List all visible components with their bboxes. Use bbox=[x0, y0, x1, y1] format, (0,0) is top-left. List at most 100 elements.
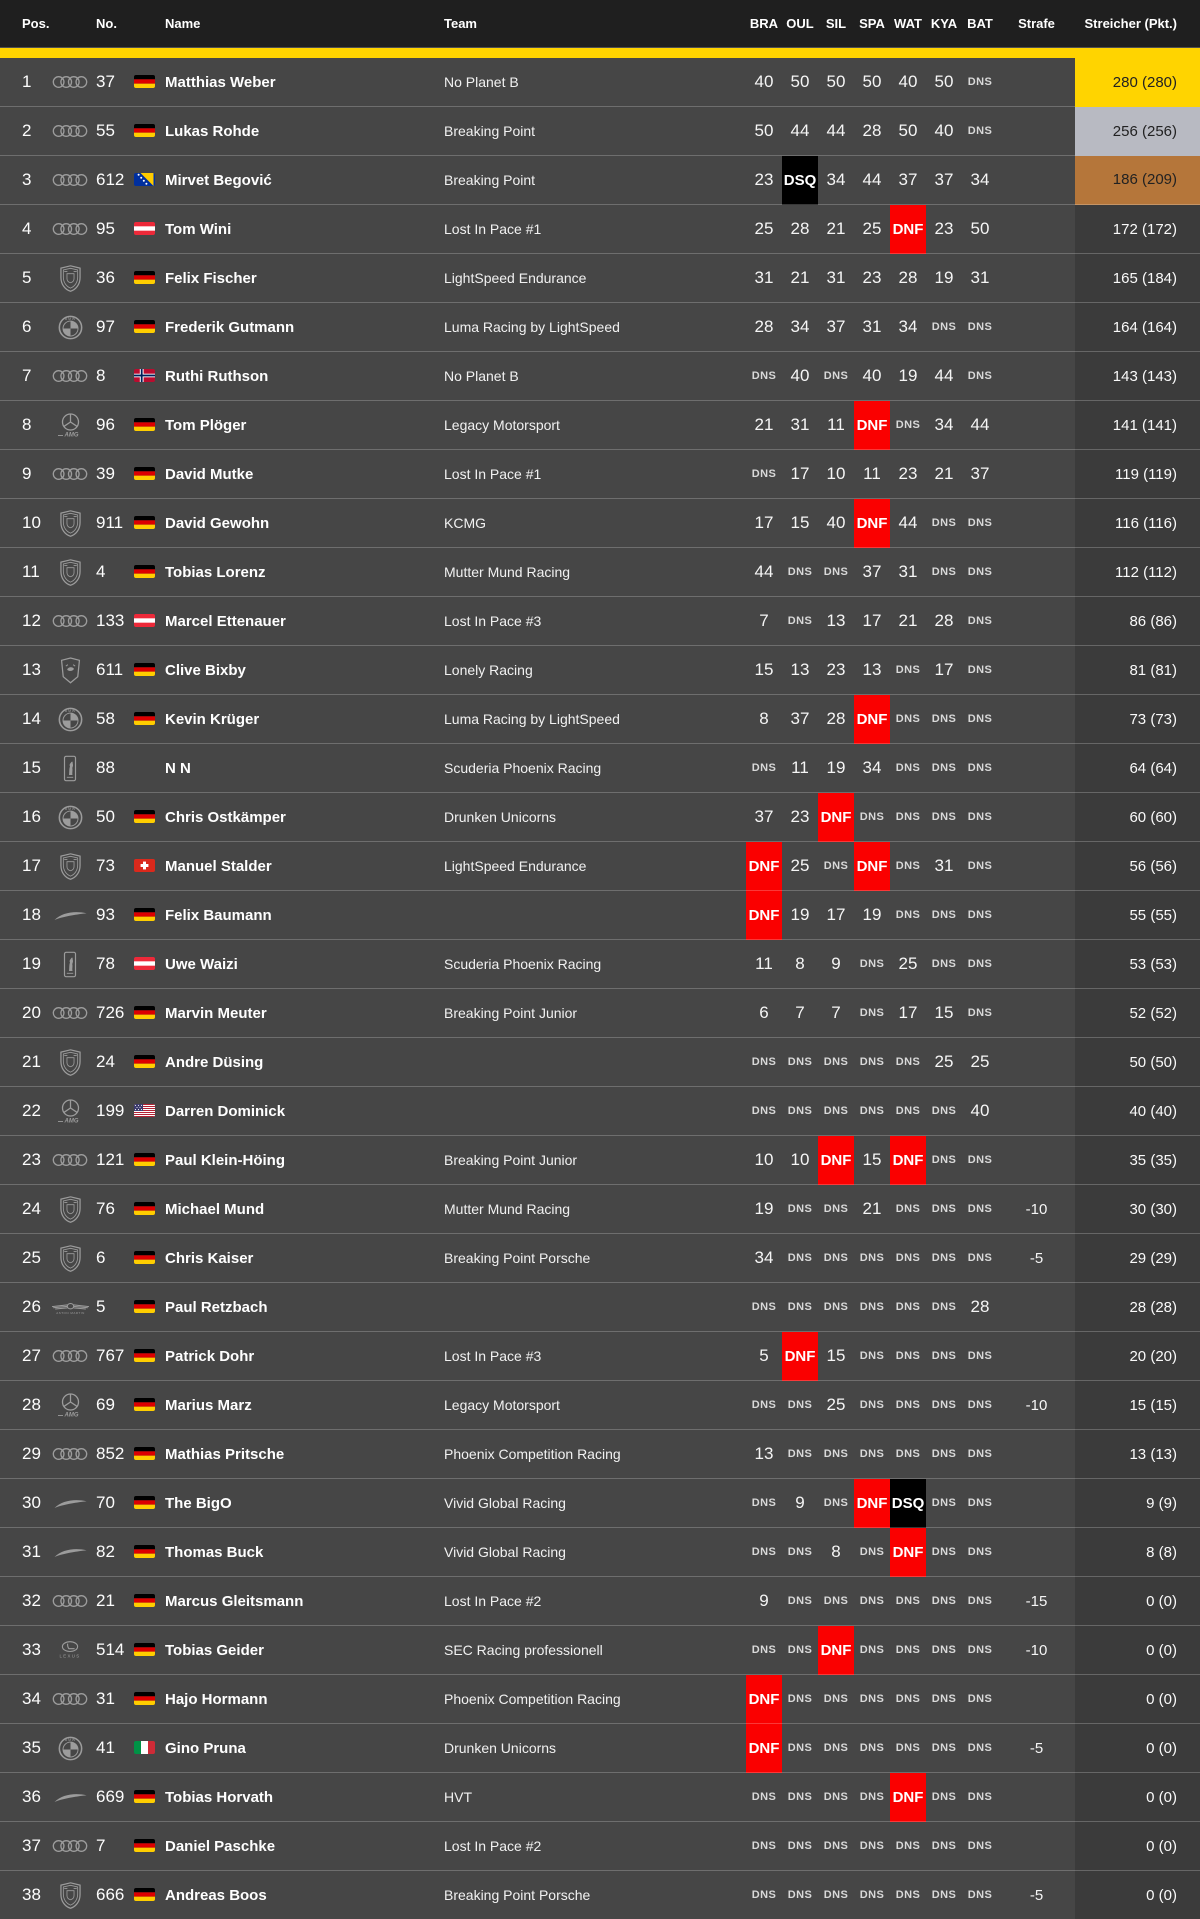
race-result-bat: DNS bbox=[962, 646, 998, 695]
driver-name: Gino Pruna bbox=[162, 1724, 440, 1773]
car-number: 58 bbox=[92, 695, 130, 744]
header-race-sil: SIL bbox=[818, 0, 854, 48]
race-result-bat: DNS bbox=[962, 352, 998, 401]
team-name: Lost In Pace #3 bbox=[440, 597, 746, 646]
team-name: Mutter Mund Racing bbox=[440, 1185, 746, 1234]
race-result-spa: DNS bbox=[854, 1675, 890, 1724]
race-result-bat: 40 bbox=[962, 1087, 998, 1136]
penalty-value bbox=[998, 58, 1075, 107]
mclaren-logo-icon bbox=[48, 1479, 92, 1528]
flag-de-icon bbox=[130, 499, 162, 548]
penalty-value bbox=[998, 940, 1075, 989]
race-result-wat: DNS bbox=[890, 1822, 926, 1871]
race-result-bat: DNS bbox=[962, 107, 998, 156]
total-points: 143 (143) bbox=[1075, 352, 1200, 401]
total-points: 73 (73) bbox=[1075, 695, 1200, 744]
team-name: Scuderia Phoenix Racing bbox=[440, 940, 746, 989]
race-result-wat: DNS bbox=[890, 1185, 926, 1234]
race-result-bra: DNS bbox=[746, 450, 782, 499]
race-result-bra: DNS bbox=[746, 1038, 782, 1087]
position-number: 3 bbox=[0, 156, 48, 205]
race-result-kya: 23 bbox=[926, 205, 962, 254]
penalty-value bbox=[998, 1675, 1075, 1724]
penalty-value bbox=[998, 254, 1075, 303]
race-result-bra: DNF bbox=[746, 842, 782, 891]
race-result-oul: 8 bbox=[782, 940, 818, 989]
driver-name: Andre Düsing bbox=[162, 1038, 440, 1087]
race-result-kya: 17 bbox=[926, 646, 962, 695]
race-result-wat: 21 bbox=[890, 597, 926, 646]
race-result-oul: DNS bbox=[782, 1724, 818, 1773]
position-number: 30 bbox=[0, 1479, 48, 1528]
race-result-bra: 17 bbox=[746, 499, 782, 548]
car-number: 514 bbox=[92, 1626, 130, 1675]
race-result-sil: 34 bbox=[818, 156, 854, 205]
race-result-wat: DNS bbox=[890, 1577, 926, 1626]
race-result-kya: DNS bbox=[926, 1234, 962, 1283]
race-result-bat: DNS bbox=[962, 989, 998, 1038]
race-result-wat: DNS bbox=[890, 1381, 926, 1430]
race-result-wat: DNF bbox=[890, 1136, 926, 1185]
penalty-value bbox=[998, 646, 1075, 695]
race-result-wat: DNS bbox=[890, 793, 926, 842]
race-result-sil: 17 bbox=[818, 891, 854, 940]
flag-de-icon bbox=[130, 1773, 162, 1822]
total-points: 8 (8) bbox=[1075, 1528, 1200, 1577]
driver-name: Marcus Gleitsmann bbox=[162, 1577, 440, 1626]
race-result-sil: DNF bbox=[818, 1626, 854, 1675]
race-result-sil: DNS bbox=[818, 1871, 854, 1919]
race-result-kya: DNS bbox=[926, 1577, 962, 1626]
race-result-wat: 17 bbox=[890, 989, 926, 1038]
lamborghini-logo-icon bbox=[48, 646, 92, 695]
driver-name: N N bbox=[162, 744, 440, 793]
team-name: Breaking Point Junior bbox=[440, 989, 746, 1038]
race-result-sil: 7 bbox=[818, 989, 854, 1038]
position-number: 2 bbox=[0, 107, 48, 156]
race-result-spa: 44 bbox=[854, 156, 890, 205]
car-number: 8 bbox=[92, 352, 130, 401]
race-result-spa: 23 bbox=[854, 254, 890, 303]
race-result-bra: 25 bbox=[746, 205, 782, 254]
race-result-sil: DNS bbox=[818, 1185, 854, 1234]
svg-text:BMW: BMW bbox=[64, 1737, 75, 1741]
race-result-bat: DNS bbox=[962, 1332, 998, 1381]
race-result-kya: DNS bbox=[926, 1381, 962, 1430]
car-number: 73 bbox=[92, 842, 130, 891]
audi-logo-icon bbox=[48, 1822, 92, 1871]
flag-de-icon bbox=[130, 793, 162, 842]
car-number: 24 bbox=[92, 1038, 130, 1087]
team-name: Breaking Point bbox=[440, 107, 746, 156]
penalty-value bbox=[998, 303, 1075, 352]
race-result-wat: 50 bbox=[890, 107, 926, 156]
flag-de-icon bbox=[130, 1528, 162, 1577]
driver-name: Tobias Geider bbox=[162, 1626, 440, 1675]
total-points: 0 (0) bbox=[1075, 1773, 1200, 1822]
race-result-oul: DNS bbox=[782, 548, 818, 597]
race-result-spa: 50 bbox=[854, 58, 890, 107]
race-result-bra: DNS bbox=[746, 1626, 782, 1675]
total-points: 55 (55) bbox=[1075, 891, 1200, 940]
total-points: 20 (20) bbox=[1075, 1332, 1200, 1381]
race-result-sil: 23 bbox=[818, 646, 854, 695]
team-name: Phoenix Competition Racing bbox=[440, 1675, 746, 1724]
race-result-oul: 13 bbox=[782, 646, 818, 695]
car-number: 70 bbox=[92, 1479, 130, 1528]
position-number: 20 bbox=[0, 989, 48, 1038]
race-result-spa: 19 bbox=[854, 891, 890, 940]
mclaren-logo-icon bbox=[48, 1773, 92, 1822]
penalty-value: -10 bbox=[998, 1185, 1075, 1234]
race-result-sil: DNS bbox=[818, 1479, 854, 1528]
driver-name: Paul Klein-Höing bbox=[162, 1136, 440, 1185]
race-result-bat: 31 bbox=[962, 254, 998, 303]
svg-text:ASTON MARTIN: ASTON MARTIN bbox=[56, 1311, 85, 1315]
position-number: 12 bbox=[0, 597, 48, 646]
flag-de-icon bbox=[130, 1430, 162, 1479]
race-result-kya: DNS bbox=[926, 1136, 962, 1185]
race-result-sil: 9 bbox=[818, 940, 854, 989]
